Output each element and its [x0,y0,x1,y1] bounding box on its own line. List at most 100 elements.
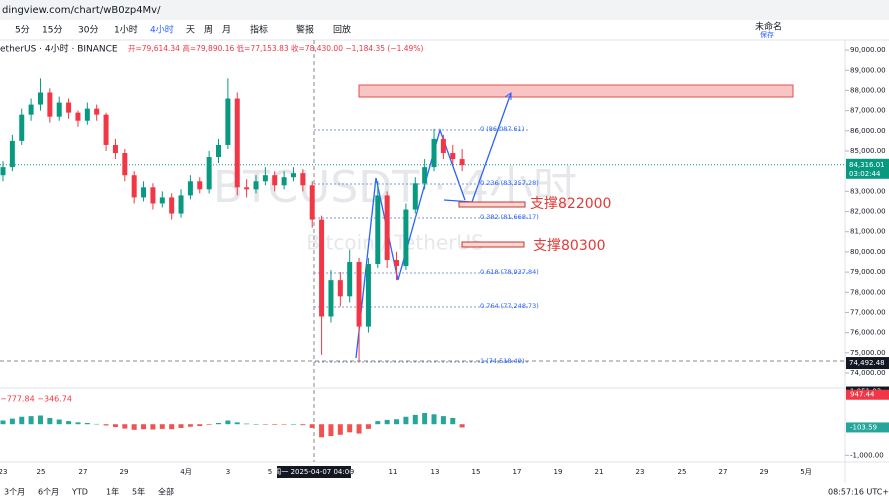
url[interactable]: dingview.com/chart/wB0zp4Mv/ [2,5,161,16]
macd-bar [0,420,6,425]
interval-button[interactable]: 1小时 [114,24,138,36]
macd-bar [187,424,193,427]
macd-values: −777.84 −346.74 [0,395,72,404]
x-tick-label: 29 [760,468,769,476]
macd-bar [206,424,212,425]
fib-label: 0.764 (77,248.73) [480,302,539,310]
browser-bar [0,0,889,20]
price-tag [846,158,889,179]
macd-bar [37,415,43,425]
layout-name[interactable]: 未命名 [755,21,782,33]
candle-body [131,175,137,198]
candle-body [141,187,147,198]
macd-bar [150,424,156,430]
x-tick-label: 19 [554,468,563,476]
macd-bar [84,422,90,425]
replay-button[interactable]: 回放 [333,24,351,36]
macd-bar [365,424,371,429]
x-tick-label: 5月 [800,468,811,476]
y-tick-label: 85,000.00 [850,147,886,155]
candle-body [253,181,259,190]
macd-tag-label: -103.59 [850,423,877,431]
arrow-head [504,92,512,100]
candle-body [347,261,353,297]
candle-body [178,195,184,214]
save-button[interactable]: 保存 [760,30,774,39]
macd-bar [356,424,362,434]
candle-body [244,187,250,190]
candle-body [309,185,315,220]
range-button[interactable]: 6个月 [38,488,59,497]
macd-bar [178,424,184,428]
candle-body [150,187,156,204]
macd-tag-label: -1,000.00 [850,451,884,459]
support-box [458,201,526,208]
range-button[interactable]: 5年 [132,487,145,497]
fib-label: 1 (74,518.40) [480,357,524,365]
candle-body [103,114,109,145]
indicators-button[interactable]: 指标 [250,24,268,36]
fib-label: 0.236 (83,357.28) [480,179,539,187]
candle-body [384,195,390,260]
wave-lines [355,127,466,359]
annotation: 支撑822000 [530,196,611,212]
y-tick-label: 86,000.00 [850,127,886,135]
interval-button[interactable]: 天 [186,26,195,36]
macd-bar [384,419,390,425]
macd-bar [234,422,240,425]
range-button[interactable]: YTD [71,488,88,497]
support-box [461,241,525,248]
macd-bar [141,424,147,430]
watermark-subtitle: Bitcoin / TetherUS [306,231,484,255]
candle-body [66,102,72,113]
x-tick-label: 21 [595,468,604,476]
candle-body [459,159,465,166]
candle-body [403,209,409,267]
clock: 08:57:16 UTC+8 [828,488,889,497]
candle-body [337,280,343,297]
ohlc: 开=79,614.34 高=79,890.16 低=77,153.83 收=78… [128,43,423,53]
macd-bar [75,422,81,425]
y-tick-label: 77,000.00 [850,308,886,316]
bottom-bar [0,483,889,500]
x-tick-label: 23 [0,468,7,476]
x-tick-label: 25 [678,468,687,476]
candle-body [450,153,456,160]
y-tick-label: 83,000.00 [850,187,886,195]
interval-button[interactable]: 4小时 [150,24,174,36]
macd-tag-label: 947.44 [850,391,875,399]
x-tick-label: 29 [120,468,129,476]
candle-body [375,195,381,265]
range-button[interactable]: 3个月 [4,488,25,497]
y-tick-label: 89,000.00 [850,66,886,74]
macd-bar [300,424,306,426]
macd-bar [56,419,62,425]
candle-body [234,98,240,188]
candle-body [0,167,6,176]
candle-body [216,144,222,158]
macd-bar [440,416,446,425]
candle-body [206,157,212,190]
candle-body [187,181,193,196]
macd-bar [216,422,222,425]
interval-button[interactable]: 5分 [15,25,30,36]
alert-button[interactable]: 警报 [296,24,314,36]
range-button[interactable]: 全部 [158,487,174,497]
candle-body [169,197,175,214]
y-tick-label: 90,000.00 [850,46,886,54]
crosshair-time-tag [277,466,351,478]
range-button[interactable]: 1年 [106,487,119,497]
candle-body [28,104,34,115]
macd-bar [244,423,250,425]
macd-bar [131,424,137,430]
macd-bar [66,421,72,425]
interval-button[interactable]: 周 [204,25,213,36]
candle-body [281,177,287,186]
interval-button[interactable]: 30分 [78,25,98,36]
x-tick-label: 13 [431,468,440,476]
macd-bar [328,424,334,437]
interval-button[interactable]: 月 [222,25,231,36]
interval-button[interactable]: 15分 [42,25,62,36]
